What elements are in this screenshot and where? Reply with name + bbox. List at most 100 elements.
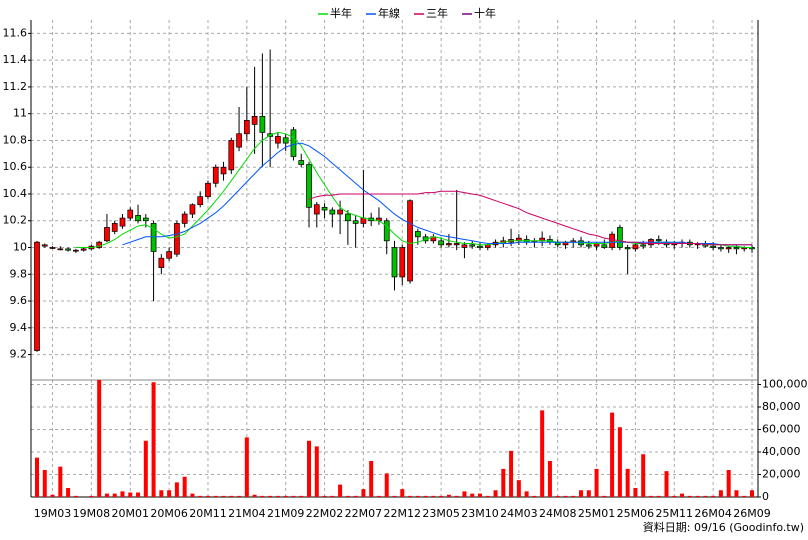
volume-bar [307, 440, 312, 497]
candle-body [306, 164, 312, 208]
candle [236, 106, 242, 152]
volume-bar [703, 495, 708, 497]
volume-bar [633, 488, 638, 497]
y-tick-label: 10 [13, 241, 27, 254]
x-tick-label: 19M03 [34, 507, 72, 520]
volume-bar [547, 461, 552, 497]
ma-line [122, 142, 752, 246]
candle [104, 214, 110, 243]
candle-body [150, 223, 157, 252]
candle-body [477, 245, 483, 248]
candle [624, 244, 631, 275]
x-tick-label: 22M02 [306, 507, 344, 520]
candle [251, 66, 258, 154]
candle-body [438, 240, 444, 246]
x-tick-label: 19M08 [73, 507, 111, 520]
candle-body [617, 227, 623, 248]
candle [383, 218, 390, 255]
volume-bar [509, 450, 514, 497]
volume-bar [415, 495, 420, 497]
volume-bar [268, 495, 273, 497]
volume-bar [532, 495, 537, 497]
candle [197, 191, 204, 208]
ma-line [308, 190, 752, 246]
candle [282, 133, 289, 152]
candle [189, 203, 196, 219]
volume-bar [501, 468, 506, 497]
candle [438, 238, 444, 248]
candle-body [174, 223, 180, 255]
volume-bar [687, 495, 692, 497]
legend-label: 十年 [474, 6, 496, 20]
x-tick-label: 22M12 [384, 507, 422, 520]
candle [609, 231, 615, 251]
volume-bar [167, 490, 172, 497]
candle [290, 127, 297, 161]
candle-body [352, 220, 359, 224]
candle-body [725, 247, 732, 250]
x-tick-label: 21M04 [228, 507, 266, 520]
y-tick-label: 10.2 [3, 214, 28, 227]
x-tick-label: 25M11 [656, 507, 694, 520]
candle [345, 210, 351, 245]
x-tick-label: 20M06 [150, 507, 188, 520]
candle-body [220, 166, 227, 175]
candle-body [391, 247, 398, 278]
volume-bar [244, 437, 249, 497]
y-tick-label: 9.8 [10, 267, 28, 280]
candle [73, 248, 79, 253]
volume-bar [143, 440, 148, 497]
candle-body [181, 213, 188, 224]
volume-bar [516, 480, 521, 497]
volume-bar [97, 380, 102, 497]
x-tick-label: 22M07 [345, 507, 383, 520]
volume-bar [672, 495, 677, 497]
volume-bar [711, 495, 716, 497]
y-tick-label: 9.6 [10, 294, 28, 307]
candle [166, 247, 172, 261]
candle-body [399, 247, 406, 278]
candle-body [329, 209, 336, 215]
volume-bar [563, 495, 568, 497]
candle-body [275, 136, 281, 144]
candle [65, 247, 71, 252]
candle-body [135, 215, 141, 222]
y-tick-label: 10.8 [3, 133, 28, 146]
candle [275, 132, 281, 149]
candle [399, 244, 406, 285]
candle-body [158, 257, 165, 268]
candle-body [80, 248, 87, 251]
volume-bar [42, 470, 47, 497]
candle-body [609, 233, 615, 248]
candle-body [321, 207, 328, 211]
candle [174, 220, 180, 257]
candle-body [337, 209, 343, 215]
candle [321, 203, 328, 219]
volume-bar [734, 490, 739, 497]
volume-bar [400, 489, 405, 497]
y2-tick-label: 100,000 [762, 378, 808, 391]
candle [337, 200, 343, 235]
volume-bar [314, 446, 319, 497]
x-tick-label: 26M04 [694, 507, 732, 520]
candle-body [127, 209, 134, 219]
volume-bar [602, 495, 607, 497]
candle-body [212, 166, 219, 184]
volume-bar [384, 473, 389, 497]
candle [461, 242, 468, 259]
candle-body [407, 200, 413, 282]
y-tick-label: 11.2 [3, 80, 28, 93]
x-tick-label: 24M08 [539, 507, 577, 520]
volume-bar [446, 494, 451, 497]
candle [127, 207, 134, 221]
candle [306, 161, 312, 228]
volume-bar [369, 461, 374, 497]
candle-body [166, 251, 172, 259]
volume-bar [361, 489, 366, 497]
volume-bar [128, 492, 133, 497]
candle [111, 220, 118, 235]
y2-tick-label: 40,000 [762, 445, 801, 458]
volume-bar [579, 490, 584, 497]
candle-body [49, 247, 56, 249]
candle-body [197, 196, 204, 206]
